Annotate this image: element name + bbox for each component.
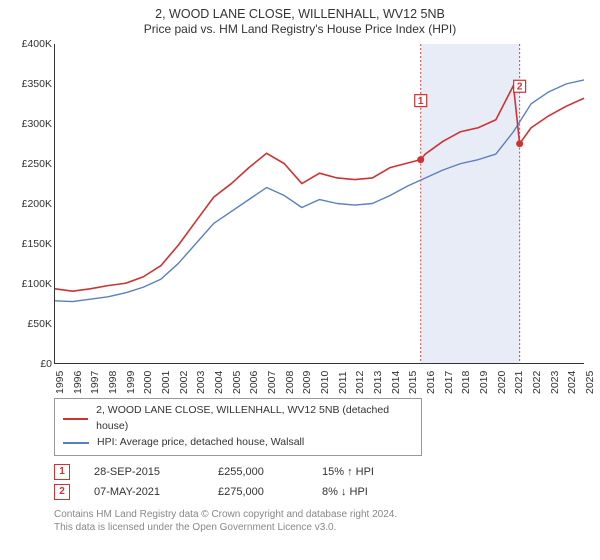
sales-table: 1 28-SEP-2015 £255,000 15% ↑ HPI 2 07-MA…	[54, 462, 590, 502]
footnote-line: Contains HM Land Registry data © Crown c…	[54, 508, 590, 521]
footnote: Contains HM Land Registry data © Crown c…	[54, 508, 590, 534]
footnote-line: This data is licensed under the Open Gov…	[54, 521, 590, 534]
chart-subtitle: Price paid vs. HM Land Registry's House …	[10, 22, 590, 36]
sale-date: 07-MAY-2021	[94, 486, 194, 498]
svg-text:1: 1	[418, 96, 424, 107]
sale-price: £255,000	[218, 466, 298, 478]
svg-text:2: 2	[517, 82, 523, 93]
chart-container: 2, WOOD LANE CLOSE, WILLENHALL, WV12 5NB…	[0, 0, 600, 560]
sale-price: £275,000	[218, 486, 298, 498]
legend-swatch	[63, 418, 88, 420]
chart-title: 2, WOOD LANE CLOSE, WILLENHALL, WV12 5NB	[10, 6, 590, 22]
sale-number-badge: 1	[54, 464, 70, 480]
legend-swatch	[63, 442, 89, 444]
legend-label: 2, WOOD LANE CLOSE, WILLENHALL, WV12 5NB…	[96, 403, 413, 435]
table-row: 1 28-SEP-2015 £255,000 15% ↑ HPI	[54, 462, 590, 482]
chart-svg: 12	[55, 44, 584, 363]
sale-number-badge: 2	[54, 484, 70, 500]
plot-area: 12	[54, 44, 584, 364]
chart-area: £0£50K£100K£150K£200K£250K£300K£350K£400…	[10, 40, 590, 392]
legend-item: 2, WOOD LANE CLOSE, WILLENHALL, WV12 5NB…	[63, 403, 413, 435]
legend-item: HPI: Average price, detached house, Wals…	[63, 435, 413, 451]
legend-label: HPI: Average price, detached house, Wals…	[97, 435, 304, 451]
sale-delta: 8% ↓ HPI	[322, 486, 368, 498]
sale-delta: 15% ↑ HPI	[322, 466, 374, 478]
sale-date: 28-SEP-2015	[94, 466, 194, 478]
table-row: 2 07-MAY-2021 £275,000 8% ↓ HPI	[54, 482, 590, 502]
legend: 2, WOOD LANE CLOSE, WILLENHALL, WV12 5NB…	[54, 398, 422, 455]
